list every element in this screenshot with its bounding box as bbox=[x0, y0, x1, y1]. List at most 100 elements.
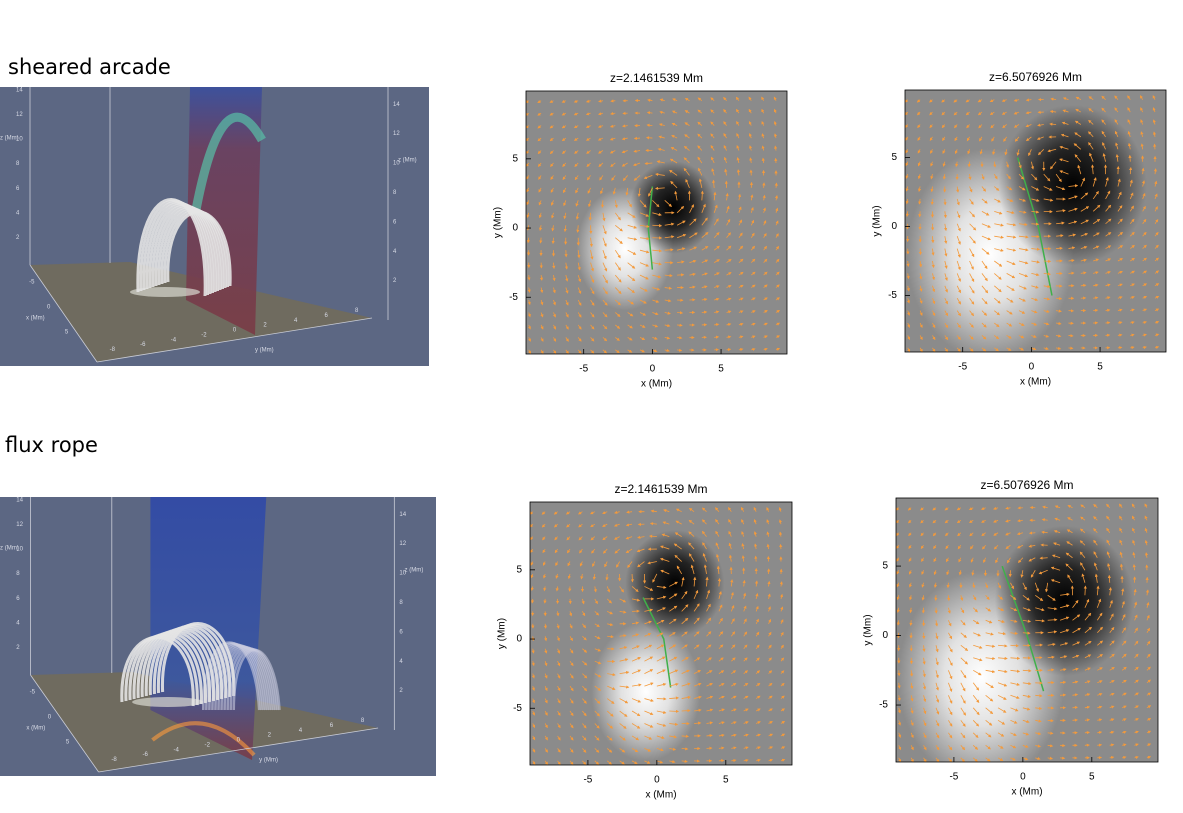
field-vector bbox=[919, 335, 923, 341]
field-vector bbox=[726, 258, 732, 263]
field-vector bbox=[763, 284, 768, 288]
field-vector bbox=[907, 335, 911, 341]
field-vector bbox=[602, 225, 607, 235]
field-vector bbox=[538, 212, 542, 219]
field-vector bbox=[561, 112, 567, 116]
field-vector bbox=[738, 258, 744, 263]
field-vector bbox=[994, 210, 1003, 215]
field-vector bbox=[597, 124, 604, 128]
field-vector bbox=[656, 160, 665, 164]
x-tick-label: 5 bbox=[1097, 362, 1103, 373]
field-vector bbox=[969, 260, 974, 270]
field-vector bbox=[664, 336, 671, 340]
field-vector bbox=[589, 237, 593, 248]
y-tick-label: 0 bbox=[516, 634, 522, 645]
x-tick-label: 5 bbox=[65, 330, 69, 336]
field-vector bbox=[602, 337, 608, 342]
field-vector bbox=[736, 120, 740, 126]
field-vector bbox=[738, 284, 744, 288]
field-vector bbox=[956, 198, 960, 206]
field-vector bbox=[689, 272, 696, 276]
field-vector bbox=[775, 310, 780, 314]
field-vector bbox=[621, 162, 628, 167]
field-vector bbox=[994, 310, 1000, 316]
field-vector bbox=[735, 96, 740, 101]
field-vector bbox=[761, 133, 765, 139]
field-vector bbox=[573, 137, 579, 141]
negative-polarity bbox=[994, 525, 1134, 677]
field-vector bbox=[600, 200, 605, 208]
field-vector bbox=[1080, 245, 1088, 250]
field-vector bbox=[1130, 296, 1135, 300]
field-vector bbox=[563, 200, 567, 207]
field-vector bbox=[577, 312, 582, 318]
field-vector bbox=[738, 347, 744, 352]
field-vector bbox=[956, 322, 961, 329]
field-vector bbox=[919, 310, 923, 316]
field-vector bbox=[969, 297, 975, 305]
field-vector bbox=[1043, 173, 1051, 182]
field-vector bbox=[1006, 322, 1013, 327]
field-vector bbox=[749, 157, 753, 164]
field-vector bbox=[611, 175, 616, 181]
field-vector bbox=[969, 223, 977, 231]
field-vector bbox=[1062, 109, 1069, 113]
y-tick-label: 6 bbox=[324, 313, 328, 319]
field-vector bbox=[1105, 218, 1112, 225]
field-vector bbox=[714, 323, 720, 327]
field-vector bbox=[684, 97, 690, 102]
field-vector bbox=[684, 110, 690, 114]
field-vector bbox=[627, 200, 632, 208]
field-vector bbox=[664, 348, 670, 352]
field-vector bbox=[906, 260, 910, 267]
field-vector bbox=[627, 237, 638, 241]
field-vector bbox=[590, 337, 595, 342]
field-vector bbox=[698, 178, 703, 188]
field-vector bbox=[981, 223, 991, 228]
field-vector bbox=[993, 161, 997, 168]
field-vector bbox=[627, 349, 633, 353]
field-vector bbox=[574, 162, 579, 168]
field-vector bbox=[1105, 245, 1112, 249]
field-vector bbox=[1043, 284, 1051, 289]
field-vector bbox=[932, 310, 936, 317]
field-vector bbox=[590, 312, 595, 318]
y-tick-label: -2 bbox=[205, 743, 211, 749]
field-vector bbox=[664, 273, 673, 278]
y-axis-label: y (Mm) bbox=[497, 618, 508, 649]
field-vector bbox=[627, 224, 638, 229]
field-vector bbox=[955, 161, 959, 168]
field-vector bbox=[670, 180, 678, 189]
row-label: sheared arcade bbox=[8, 55, 171, 79]
field-vector bbox=[540, 349, 544, 354]
field-vector bbox=[713, 204, 718, 213]
field-vector bbox=[965, 111, 970, 116]
field-vector bbox=[1031, 297, 1039, 301]
field-vector bbox=[553, 324, 556, 330]
field-vector bbox=[1056, 309, 1062, 313]
field-vector bbox=[615, 349, 620, 354]
z-tick-label: 14 bbox=[393, 102, 400, 108]
field-vector bbox=[775, 322, 781, 326]
field-vector bbox=[568, 598, 572, 605]
y-tick-label: 4 bbox=[294, 318, 298, 324]
field-vector bbox=[550, 200, 554, 206]
field-vector bbox=[676, 205, 685, 214]
field-vector bbox=[775, 335, 781, 339]
field-vector bbox=[1068, 346, 1074, 350]
field-vector bbox=[1089, 152, 1094, 162]
y-axis-label: y (Mm) bbox=[493, 207, 504, 238]
field-vector bbox=[1062, 97, 1069, 101]
field-vector bbox=[1059, 170, 1069, 175]
field-vector bbox=[577, 274, 582, 283]
field-vector bbox=[1130, 308, 1135, 312]
field-vector bbox=[1031, 234, 1040, 239]
field-vector bbox=[994, 186, 1000, 191]
field-vector bbox=[979, 136, 983, 142]
field-vector bbox=[614, 212, 621, 221]
field-vector bbox=[664, 286, 673, 290]
field-vector bbox=[562, 162, 567, 168]
field-vector bbox=[565, 275, 569, 282]
field-vector bbox=[956, 236, 961, 245]
field-vector bbox=[615, 224, 623, 232]
